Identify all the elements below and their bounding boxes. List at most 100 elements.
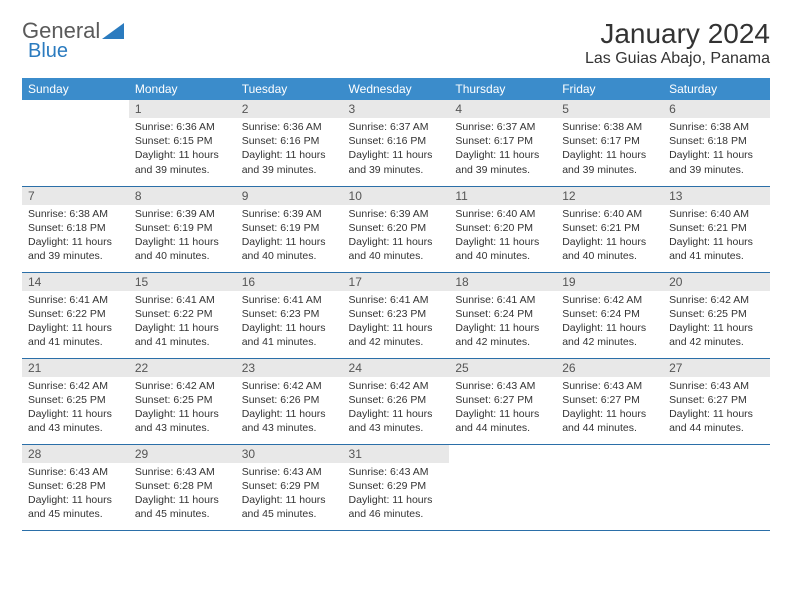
day-content: Sunrise: 6:43 AMSunset: 6:27 PMDaylight:… xyxy=(663,377,770,442)
sunset-text: Sunset: 6:17 PM xyxy=(562,134,657,148)
day-content: Sunrise: 6:39 AMSunset: 6:19 PMDaylight:… xyxy=(129,205,236,270)
sunrise-text: Sunrise: 6:42 AM xyxy=(242,379,337,393)
day-cell: 1Sunrise: 6:36 AMSunset: 6:15 PMDaylight… xyxy=(129,100,236,186)
day-content: Sunrise: 6:42 AMSunset: 6:25 PMDaylight:… xyxy=(22,377,129,442)
day-content: Sunrise: 6:37 AMSunset: 6:17 PMDaylight:… xyxy=(449,118,556,183)
daylight-text: Daylight: 11 hours and 45 minutes. xyxy=(135,493,230,521)
day-content xyxy=(22,118,129,174)
day-cell: 10Sunrise: 6:39 AMSunset: 6:20 PMDayligh… xyxy=(343,186,450,272)
day-number: 12 xyxy=(556,187,663,205)
daylight-text: Daylight: 11 hours and 40 minutes. xyxy=(562,235,657,263)
sunrise-text: Sunrise: 6:36 AM xyxy=(242,120,337,134)
day-number: 11 xyxy=(449,187,556,205)
day-number: 15 xyxy=(129,273,236,291)
day-cell: 4Sunrise: 6:37 AMSunset: 6:17 PMDaylight… xyxy=(449,100,556,186)
sunset-text: Sunset: 6:26 PM xyxy=(349,393,444,407)
day-content: Sunrise: 6:41 AMSunset: 6:22 PMDaylight:… xyxy=(129,291,236,356)
sunrise-text: Sunrise: 6:42 AM xyxy=(349,379,444,393)
logo-sub: Blue xyxy=(28,40,68,63)
sunrise-text: Sunrise: 6:38 AM xyxy=(562,120,657,134)
daylight-text: Daylight: 11 hours and 45 minutes. xyxy=(242,493,337,521)
day-number: 21 xyxy=(22,359,129,377)
day-content: Sunrise: 6:38 AMSunset: 6:18 PMDaylight:… xyxy=(663,118,770,183)
daylight-text: Daylight: 11 hours and 42 minutes. xyxy=(669,321,764,349)
day-number: 20 xyxy=(663,273,770,291)
sunrise-text: Sunrise: 6:39 AM xyxy=(242,207,337,221)
daylight-text: Daylight: 11 hours and 43 minutes. xyxy=(28,407,123,435)
day-cell: 26Sunrise: 6:43 AMSunset: 6:27 PMDayligh… xyxy=(556,358,663,444)
day-cell: 31Sunrise: 6:43 AMSunset: 6:29 PMDayligh… xyxy=(343,444,450,530)
daylight-text: Daylight: 11 hours and 40 minutes. xyxy=(135,235,230,263)
day-number: 1 xyxy=(129,100,236,118)
day-cell: 25Sunrise: 6:43 AMSunset: 6:27 PMDayligh… xyxy=(449,358,556,444)
sunrise-text: Sunrise: 6:42 AM xyxy=(135,379,230,393)
day-cell: 18Sunrise: 6:41 AMSunset: 6:24 PMDayligh… xyxy=(449,272,556,358)
sunrise-text: Sunrise: 6:41 AM xyxy=(242,293,337,307)
sunset-text: Sunset: 6:24 PM xyxy=(562,307,657,321)
sunset-text: Sunset: 6:25 PM xyxy=(28,393,123,407)
weekday-header: Tuesday xyxy=(236,78,343,100)
day-cell: 24Sunrise: 6:42 AMSunset: 6:26 PMDayligh… xyxy=(343,358,450,444)
day-cell xyxy=(22,100,129,186)
sunset-text: Sunset: 6:27 PM xyxy=(455,393,550,407)
day-content: Sunrise: 6:43 AMSunset: 6:27 PMDaylight:… xyxy=(449,377,556,442)
day-number: 19 xyxy=(556,273,663,291)
day-number: 7 xyxy=(22,187,129,205)
week-row: 28Sunrise: 6:43 AMSunset: 6:28 PMDayligh… xyxy=(22,444,770,530)
day-number: 3 xyxy=(343,100,450,118)
day-number: 31 xyxy=(343,445,450,463)
day-number: 29 xyxy=(129,445,236,463)
day-cell: 23Sunrise: 6:42 AMSunset: 6:26 PMDayligh… xyxy=(236,358,343,444)
day-cell xyxy=(449,444,556,530)
calendar-table: Sunday Monday Tuesday Wednesday Thursday… xyxy=(22,78,770,531)
day-number: 16 xyxy=(236,273,343,291)
day-cell: 11Sunrise: 6:40 AMSunset: 6:20 PMDayligh… xyxy=(449,186,556,272)
sunrise-text: Sunrise: 6:43 AM xyxy=(349,465,444,479)
weekday-header: Wednesday xyxy=(343,78,450,100)
day-content: Sunrise: 6:43 AMSunset: 6:29 PMDaylight:… xyxy=(343,463,450,528)
daylight-text: Daylight: 11 hours and 41 minutes. xyxy=(669,235,764,263)
week-row: 1 Sunrise: 6:36 AM Sunset: 6:15 PM Daylight… xyxy=(22,100,770,186)
day-content: Sunrise: 6:43 AMSunset: 6:27 PMDaylight:… xyxy=(556,377,663,442)
day-content: Sunrise: 6:41 AMSunset: 6:22 PMDaylight:… xyxy=(22,291,129,356)
month-title: January 2024 xyxy=(585,18,770,50)
sunrise-text: Sunrise: 6:43 AM xyxy=(242,465,337,479)
sunset-text: Sunset: 6:15 PM xyxy=(135,134,230,148)
daylight-text: Daylight: 11 hours and 42 minutes. xyxy=(349,321,444,349)
sunrise-text: Sunrise: 6:41 AM xyxy=(349,293,444,307)
sunrise-text: Sunrise: 6:43 AM xyxy=(669,379,764,393)
day-content: Sunrise: 6:43 AMSunset: 6:29 PMDaylight:… xyxy=(236,463,343,528)
week-row: 7Sunrise: 6:38 AMSunset: 6:18 PMDaylight… xyxy=(22,186,770,272)
daylight-text: Daylight: 11 hours and 44 minutes. xyxy=(669,407,764,435)
day-content xyxy=(556,463,663,519)
day-cell: 15Sunrise: 6:41 AMSunset: 6:22 PMDayligh… xyxy=(129,272,236,358)
day-cell: 22Sunrise: 6:42 AMSunset: 6:25 PMDayligh… xyxy=(129,358,236,444)
day-number: 5 xyxy=(556,100,663,118)
daylight-text: Daylight: 11 hours and 41 minutes. xyxy=(135,321,230,349)
day-number: 27 xyxy=(663,359,770,377)
day-number: 10 xyxy=(343,187,450,205)
sunset-text: Sunset: 6:21 PM xyxy=(669,221,764,235)
sunset-text: Sunset: 6:22 PM xyxy=(28,307,123,321)
sunrise-text: Sunrise: 6:41 AM xyxy=(455,293,550,307)
day-content: Sunrise: 6:42 AMSunset: 6:26 PMDaylight:… xyxy=(343,377,450,442)
day-cell: 13Sunrise: 6:40 AMSunset: 6:21 PMDayligh… xyxy=(663,186,770,272)
daylight-text: Daylight: 11 hours and 44 minutes. xyxy=(562,407,657,435)
sunrise-text: Sunrise: 6:43 AM xyxy=(28,465,123,479)
sunset-text: Sunset: 6:16 PM xyxy=(349,134,444,148)
sunset-text: Sunset: 6:27 PM xyxy=(562,393,657,407)
sunrise-text: Sunrise: 6:43 AM xyxy=(562,379,657,393)
weekday-header: Saturday xyxy=(663,78,770,100)
day-content: Sunrise: 6:41 AMSunset: 6:24 PMDaylight:… xyxy=(449,291,556,356)
sunset-text: Sunset: 6:21 PM xyxy=(562,221,657,235)
sunrise-text: Sunrise: 6:39 AM xyxy=(135,207,230,221)
day-content: Sunrise: 6:39 AMSunset: 6:19 PMDaylight:… xyxy=(236,205,343,270)
day-cell: 5Sunrise: 6:38 AMSunset: 6:17 PMDaylight… xyxy=(556,100,663,186)
daylight-text: Daylight: 11 hours and 39 minutes. xyxy=(349,148,444,176)
sunset-text: Sunset: 6:23 PM xyxy=(349,307,444,321)
week-row: 14Sunrise: 6:41 AMSunset: 6:22 PMDayligh… xyxy=(22,272,770,358)
daylight-text: Daylight: 11 hours and 39 minutes. xyxy=(669,148,764,176)
daylight-text: Daylight: 11 hours and 43 minutes. xyxy=(349,407,444,435)
week-row: 21Sunrise: 6:42 AMSunset: 6:25 PMDayligh… xyxy=(22,358,770,444)
daylight-text: Daylight: 11 hours and 39 minutes. xyxy=(455,148,550,176)
